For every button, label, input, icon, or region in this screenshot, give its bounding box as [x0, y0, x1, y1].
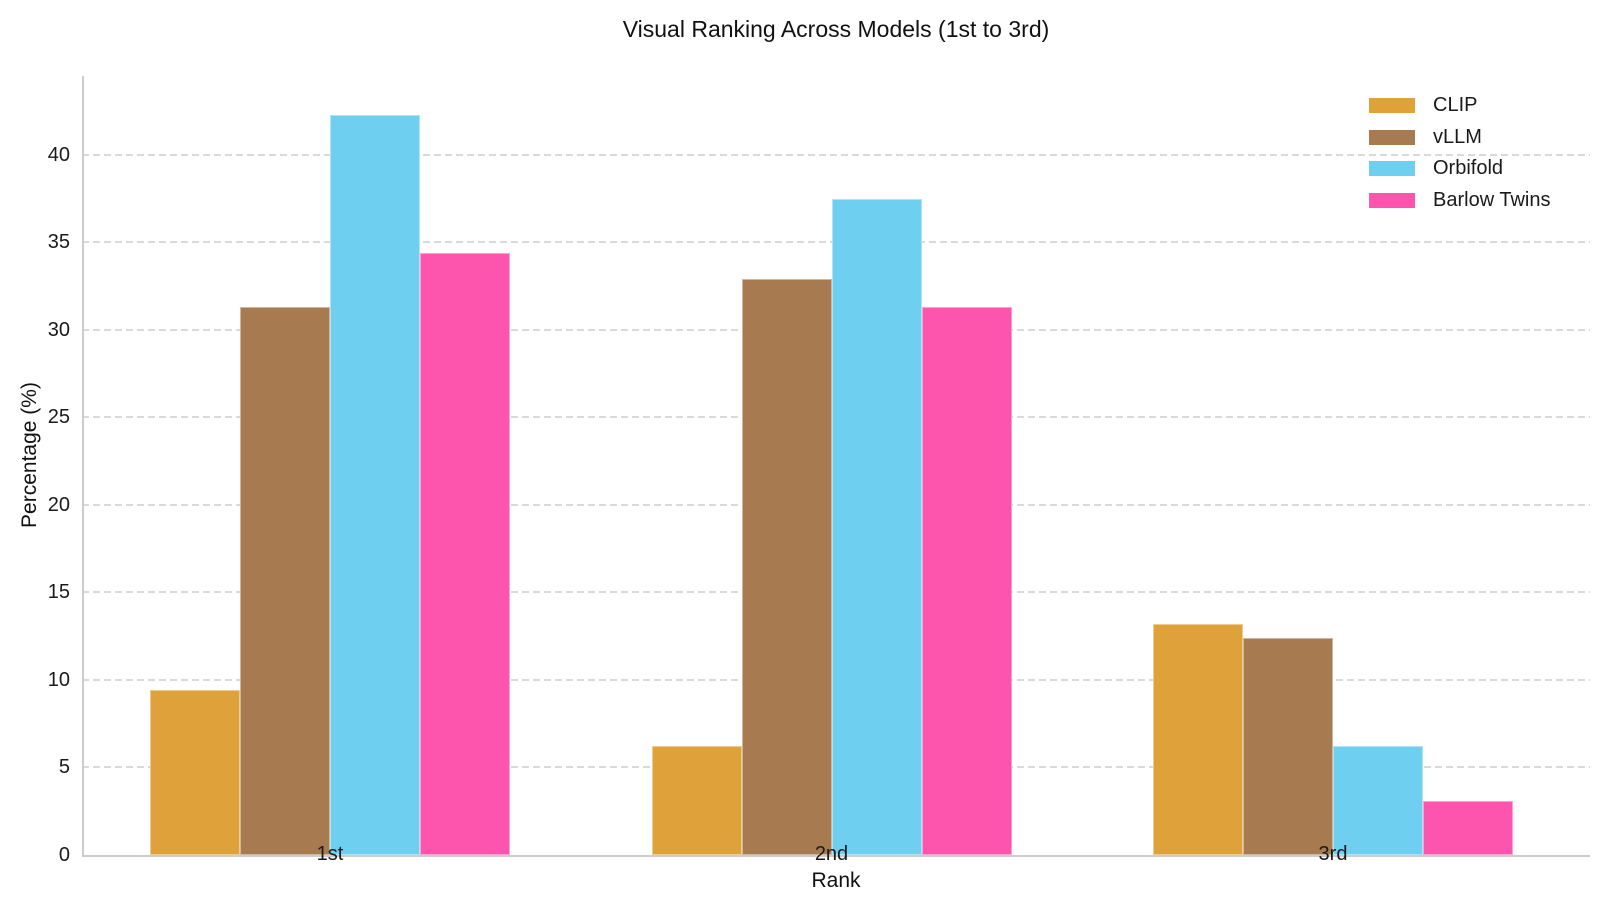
bar-clip-3rd [1153, 623, 1243, 855]
legend-item-orbifold: Orbifold [1369, 153, 1550, 185]
y-axis-label: Percentage (%) [18, 382, 41, 528]
bar-barlow-twins-1st [420, 252, 510, 855]
bar-barlow-twins-3rd [1423, 800, 1513, 855]
legend-swatch-orbifold [1369, 161, 1415, 177]
bar-barlow-twins-2nd [921, 307, 1012, 855]
x-tick-1st: 1st [316, 843, 344, 865]
legend-label-orbifold: Orbifold [1433, 157, 1504, 180]
chart-title: Visual Ranking Across Models (1st to 3rd… [622, 16, 1050, 42]
gridline-40 [82, 153, 1590, 156]
legend-label-vllm: vLLM [1433, 125, 1482, 148]
x-axis-spine [82, 855, 1590, 857]
bar-orbifold-1st [330, 114, 420, 855]
bar-vllm-3rd [1243, 637, 1333, 855]
y-tick-10: 10 [47, 668, 70, 691]
plot-area [82, 76, 1590, 855]
y-tick-5: 5 [58, 756, 70, 779]
legend-item-barlow-twins: Barlow Twins [1369, 185, 1550, 217]
bar-clip-1st [150, 690, 240, 855]
bar-orbifold-2nd [831, 198, 922, 855]
y-tick-0: 0 [58, 844, 70, 866]
x-axis-label: Rank [811, 869, 861, 892]
y-tick-15: 15 [47, 581, 70, 604]
legend-swatch-barlow-twins [1369, 192, 1415, 208]
bar-vllm-1st [240, 307, 330, 855]
legend-label-clip: CLIP [1433, 94, 1478, 117]
legend-label-barlow-twins: Barlow Twins [1433, 188, 1551, 211]
bar-vllm-2nd [741, 279, 832, 855]
legend-swatch-vllm [1369, 129, 1415, 145]
y-axis-spine [82, 76, 84, 857]
x-tick-3rd: 3rd [1318, 843, 1348, 865]
legend: CLIP vLLM Orbifold Barlow Twins [1369, 90, 1550, 216]
y-tick-35: 35 [47, 231, 70, 254]
y-tick-25: 25 [47, 406, 70, 429]
x-tick-2nd: 2nd [814, 843, 849, 865]
legend-item-vllm: vLLM [1369, 122, 1550, 154]
bar-clip-2nd [651, 746, 742, 855]
y-tick-20: 20 [47, 493, 70, 516]
legend-swatch-clip [1369, 98, 1415, 114]
legend-item-clip: CLIP [1369, 90, 1550, 122]
y-tick-40: 40 [47, 143, 70, 166]
bar-orbifold-3rd [1333, 746, 1423, 855]
y-tick-30: 30 [47, 318, 70, 341]
